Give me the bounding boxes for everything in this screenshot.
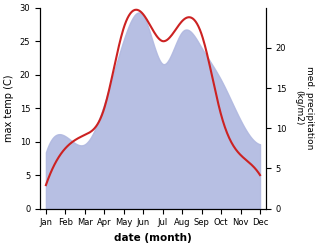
Y-axis label: med. precipitation
(kg/m2): med. precipitation (kg/m2) [294, 66, 314, 150]
X-axis label: date (month): date (month) [114, 233, 192, 243]
Y-axis label: max temp (C): max temp (C) [4, 74, 14, 142]
